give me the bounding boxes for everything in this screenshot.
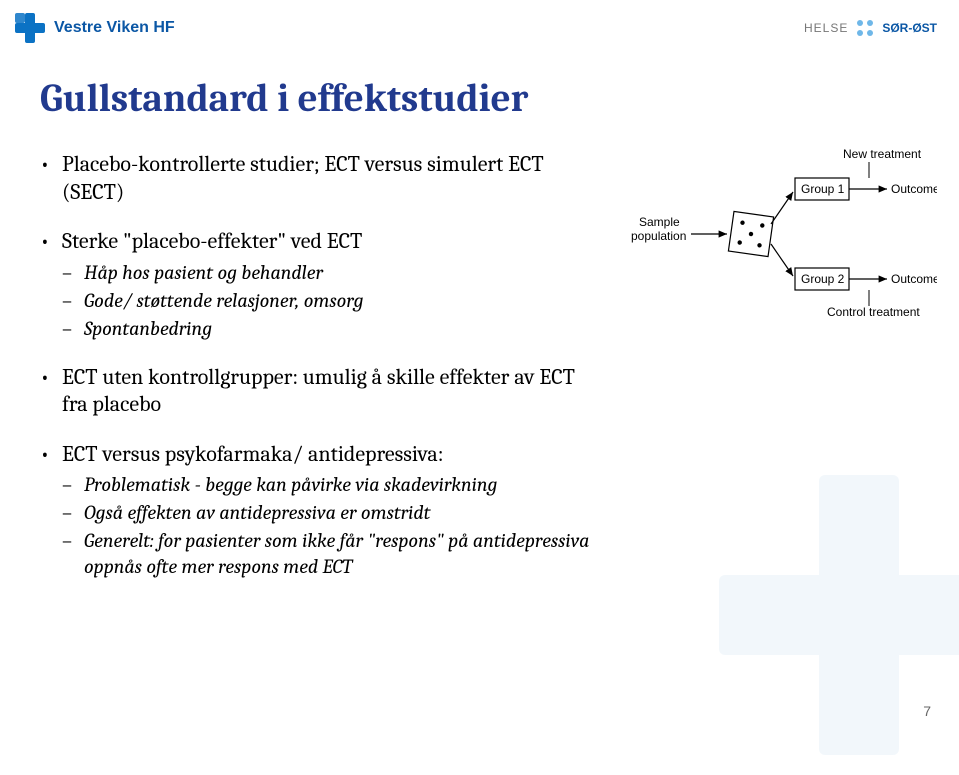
diagram-label-group2: Group 2 <box>801 272 845 286</box>
bullet-text: ECT uten kontrollgrupper: umulig å skill… <box>62 364 575 418</box>
sub-bullet: Generelt: for pasienter som ikke får "re… <box>62 528 600 580</box>
diagram-label-group1: Group 1 <box>801 182 845 196</box>
slide-title: Gullstandard i effektstudier <box>40 76 919 121</box>
helse-label: HELSE <box>804 21 848 35</box>
sub-bullet: Håp hos pasient og behandler <box>62 260 600 286</box>
dots-icon <box>854 17 876 39</box>
bullet-text: ECT versus psykofarmaka/ antidepressiva: <box>62 441 444 467</box>
org-logo-left: Vestre Viken HF <box>12 10 175 46</box>
sorost-label: SØR-ØST <box>882 21 937 35</box>
rct-diagram: Sample population Group 1 Group 2 New tr… <box>627 130 937 350</box>
bullet-item: Placebo-kontrollerte studier; ECT versus… <box>40 151 600 206</box>
bullet-text: Placebo-kontrollerte studier; ECT versus… <box>62 151 544 205</box>
org-logo-right: HELSE SØR-ØST <box>804 17 937 39</box>
bullet-text: Sterke "placebo-effekter" ved ECT <box>62 228 362 254</box>
slide-header: Vestre Viken HF HELSE SØR-ØST <box>0 0 959 48</box>
sub-bullet-list: Problematisk - begge kan påvirke via ska… <box>62 472 600 580</box>
diagram-label-outcome2: Outcome <box>891 272 937 286</box>
diagram-label-outcome1: Outcome <box>891 182 937 196</box>
bullet-item: ECT uten kontrollgrupper: umulig å skill… <box>40 364 600 419</box>
org-name: Vestre Viken HF <box>54 19 175 37</box>
sub-bullet: Problematisk - begge kan påvirke via ska… <box>62 472 600 498</box>
diagram-label-control-treatment: Control treatment <box>827 305 920 319</box>
sub-bullet: Også effekten av antidepressiva er omstr… <box>62 500 600 526</box>
bullet-item: Sterke "placebo-effekter" ved ECT Håp ho… <box>40 228 600 342</box>
dice-icon <box>728 211 773 256</box>
diagram-label-new-treatment: New treatment <box>843 147 922 161</box>
diagram-label-sample: Sample population <box>631 215 686 243</box>
sub-bullet: Gode/ støttende relasjoner, omsorg <box>62 288 600 314</box>
bullet-item: ECT versus psykofarmaka/ antidepressiva:… <box>40 441 600 581</box>
sub-bullet: Spontanbedring <box>62 316 600 342</box>
page-number: 7 <box>923 703 931 719</box>
sub-bullet-list: Håp hos pasient og behandler Gode/ støtt… <box>62 260 600 342</box>
cross-icon <box>12 10 48 46</box>
